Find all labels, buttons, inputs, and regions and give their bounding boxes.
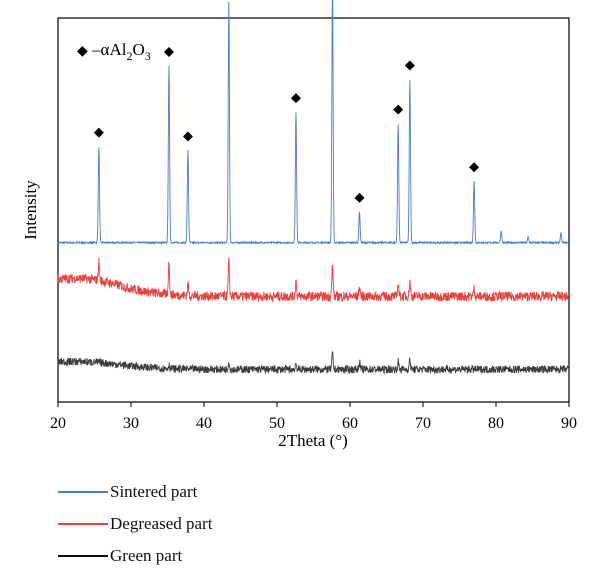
legend: Sintered part Degreased part Green part	[58, 476, 212, 572]
peak-marker-8	[404, 60, 415, 71]
series-line-sintered-part	[57, 0, 570, 246]
legend-item-sintered: Sintered part	[58, 476, 212, 508]
svg-text:◆ –αAl2O3: ◆ –αAl2O3	[77, 40, 151, 63]
x-tick-label-90: 90	[561, 415, 577, 432]
annotation-sub-2: 3	[145, 49, 151, 63]
peak-marker-2	[182, 131, 193, 142]
x-tick-label-40: 40	[196, 415, 212, 432]
peak-marker-6	[354, 192, 365, 203]
annotation-marker: ◆	[77, 44, 88, 59]
annotation-prefix: –αAl	[88, 40, 127, 59]
legend-swatch-degreased	[58, 523, 108, 525]
annotation-mid: O	[132, 40, 144, 59]
x-axis-ticks: 20 30 40 50 60 70 80 90	[50, 402, 577, 432]
peak-markers	[93, 47, 480, 203]
x-tick-label-50: 50	[269, 415, 285, 432]
peak-marker-4	[290, 93, 301, 104]
peak-marker-0	[93, 127, 104, 138]
phase-annotation: ◆ –αAl2O3	[77, 40, 151, 63]
legend-item-degreased: Degreased part	[58, 508, 212, 540]
legend-label-degreased: Degreased part	[110, 514, 213, 533]
plot-frame	[57, 17, 570, 403]
x-tick-label-60: 60	[342, 415, 358, 432]
y-axis-label: Intensity	[21, 180, 40, 240]
legend-swatch-green	[58, 555, 108, 557]
x-axis-label: 2Theta (°)	[278, 431, 348, 450]
annotation-sub-1: 2	[126, 49, 132, 63]
legend-label-green: Green part	[110, 546, 183, 565]
x-tick-label-80: 80	[488, 415, 504, 432]
peak-marker-7	[393, 104, 404, 115]
peak-marker-9	[469, 162, 480, 173]
xrd-chart: 20 30 40 50 60 70 80 90 2Theta (°) Intensity ◆ …	[21, 0, 577, 450]
series-layer	[57, 0, 570, 375]
legend-label-sintered: Sintered part	[110, 482, 198, 501]
x-tick-label-30: 30	[123, 415, 139, 432]
series-line-green-part	[57, 351, 570, 375]
series-line-degreased-part	[57, 257, 570, 303]
x-tick-label-20: 20	[50, 415, 66, 432]
x-tick-label-70: 70	[415, 415, 431, 432]
legend-item-green: Green part	[58, 540, 212, 572]
legend-swatch-sintered	[58, 491, 108, 493]
peak-marker-1	[163, 47, 174, 57]
